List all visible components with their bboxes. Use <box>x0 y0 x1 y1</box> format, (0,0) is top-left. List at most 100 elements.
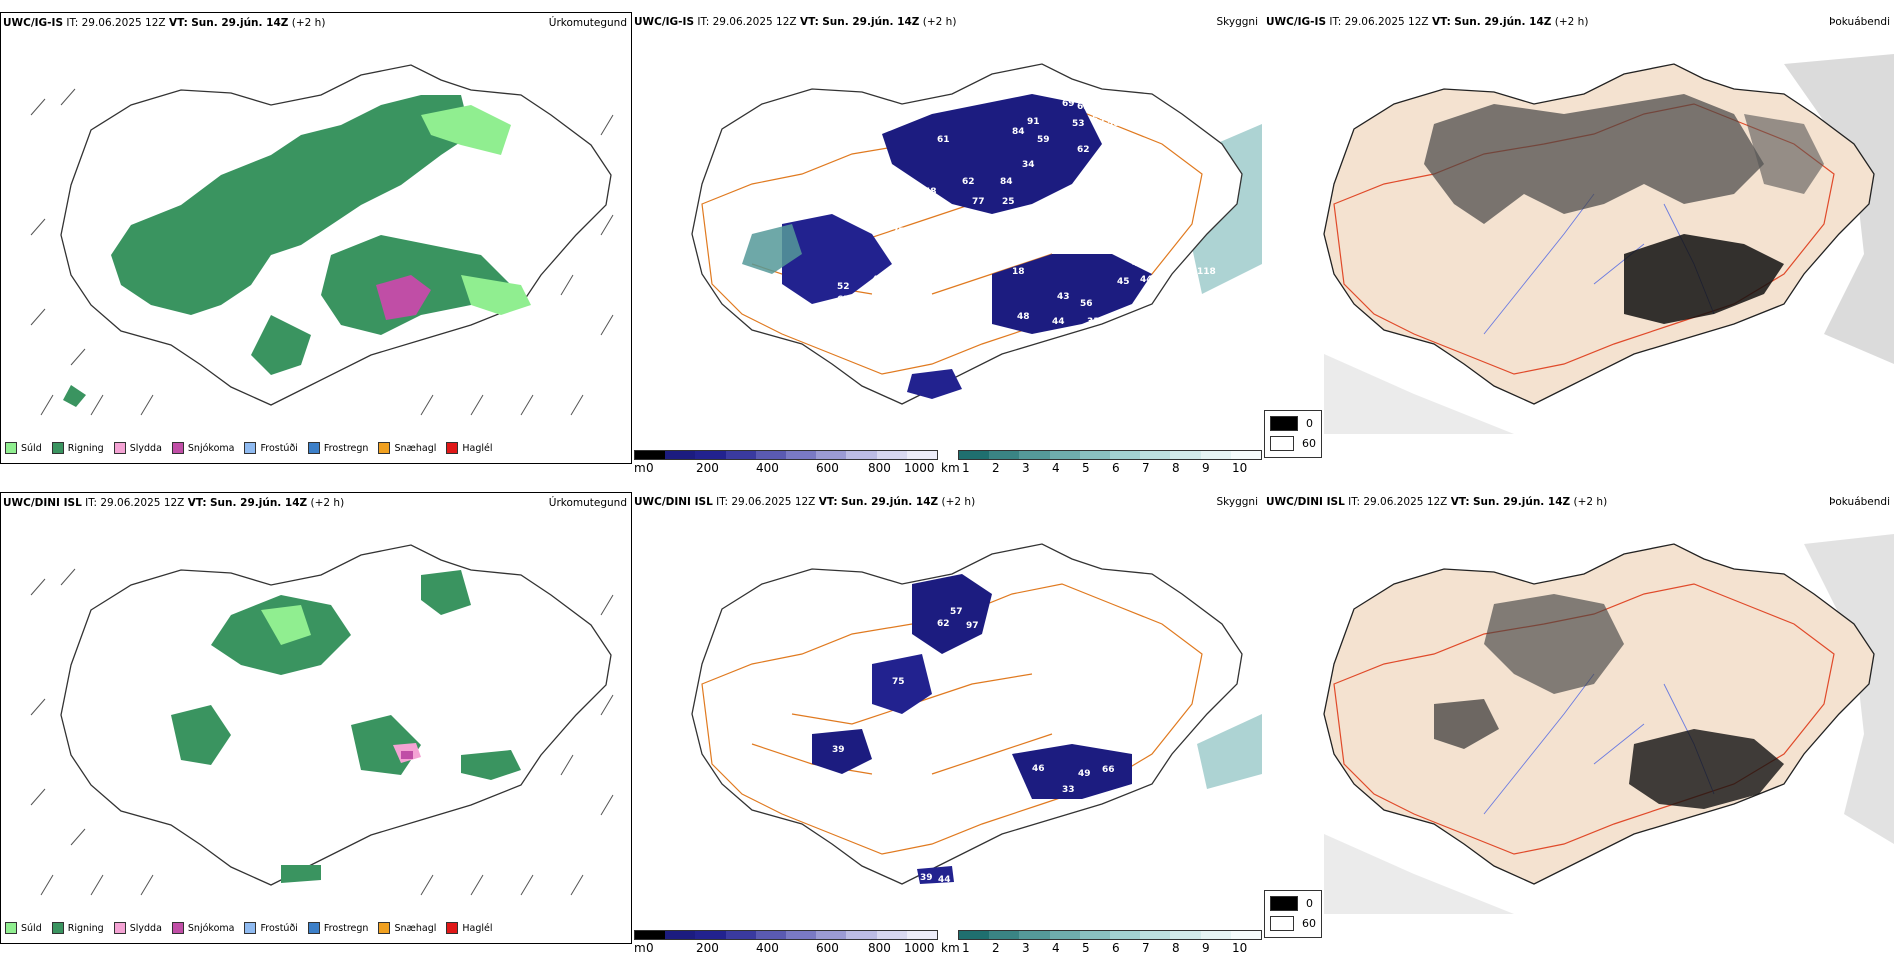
cloud-base-value: 57 <box>950 607 963 617</box>
cloud-base-value: 46 <box>1032 764 1045 774</box>
cloud-base-value: 23 <box>972 232 985 242</box>
cloud-base-value: 112 <box>907 299 926 309</box>
cloud-base-value: 39 <box>942 249 955 259</box>
iceland-outline <box>691 63 1243 405</box>
cbar-tick: 7 <box>1142 461 1150 475</box>
cloud-base-value: 59 <box>1037 135 1050 145</box>
valid-time: Sun. 29.jún. 14Z <box>191 17 289 29</box>
low-cloud-south <box>1012 744 1132 799</box>
iceland-outline <box>60 64 612 406</box>
cloud-base-value: 55 <box>907 717 920 727</box>
swatch <box>446 442 459 454</box>
cbar-tick: 8 <box>1172 461 1180 475</box>
fog-panel-top: UWC/IG-IS IT: 29.06.2025 12Z VT: Sun. 29… <box>1264 12 1894 472</box>
cbar-cell <box>665 931 696 939</box>
swatch <box>378 442 391 454</box>
cloud-base-value: 84 <box>1012 127 1025 137</box>
cbar-unit: km <box>941 461 960 475</box>
cloud-base-value: 75 <box>767 360 780 370</box>
model-name: UWC/DINI ISL <box>634 496 713 508</box>
cloud-base-value: 58 <box>924 187 937 197</box>
sea-visibility-east <box>1197 714 1262 789</box>
colorbars: m 0 200 400 600 800 1000 km 1 2 3 4 5 6 … <box>632 450 1262 476</box>
cloud-map: 69 91 65 53 50 84 53 62 57 59 61 62 64 3… <box>691 63 1262 415</box>
cbar-tick: 3 <box>1022 941 1030 955</box>
cloud-base-value: 48 <box>872 275 885 285</box>
cbar-unit: m <box>634 941 646 955</box>
panel-title: Úrkomutegund <box>548 17 627 29</box>
precip-legend: Súld Rigning Slydda Snjókoma Frostúði Fr… <box>5 919 503 937</box>
legend-item-snjokoma: Snjókoma <box>171 442 234 454</box>
cbar-tick: 10 <box>1232 461 1248 475</box>
rain-patch <box>251 315 311 375</box>
cloud-base-value: 66 <box>1102 765 1115 775</box>
valid-label: VT: <box>187 497 207 509</box>
cbar-cell <box>695 931 726 939</box>
panel-title: Skyggni <box>1216 16 1259 28</box>
cbar-tick: 400 <box>756 461 779 475</box>
fog-west <box>1434 699 1499 749</box>
legend-item-slydda: Slydda <box>113 922 162 934</box>
swatch <box>5 442 17 454</box>
swatch <box>1270 916 1294 931</box>
cloud-base-value: 75 <box>892 677 905 687</box>
low-cloud-sw <box>812 729 872 774</box>
cbar-tick: 200 <box>696 941 719 955</box>
cbar-cell <box>876 451 907 459</box>
swatch <box>113 922 126 934</box>
low-cloud-south-coast <box>907 369 962 399</box>
panel-title: Skyggni <box>1216 496 1259 508</box>
cbar-cell <box>1079 451 1111 459</box>
low-cloud-south-coast <box>917 866 954 884</box>
cbar-cell <box>989 451 1020 459</box>
model-name: UWC/IG-IS <box>3 17 64 29</box>
cbar-cell <box>1140 931 1171 939</box>
legend-item-haglel: Haglél <box>446 922 493 934</box>
model-name: UWC/DINI ISL <box>1266 496 1345 508</box>
fog-legend: 0 60 <box>1264 410 1322 458</box>
cloud-base-value: 95 <box>1017 212 1030 222</box>
swatch <box>378 922 391 934</box>
panel-title: Úrkomutegund <box>548 497 627 509</box>
cloud-base-value: 26 <box>1062 349 1075 359</box>
cbar-cell <box>755 451 787 459</box>
precip-map <box>30 64 614 416</box>
cbar-tick: 3 <box>1022 461 1030 475</box>
visibility-colorbar <box>958 450 1262 460</box>
sea-fog-south <box>1324 834 1514 914</box>
cbar-cell <box>1200 931 1231 939</box>
cloud-base-value: 56 <box>1080 299 1093 309</box>
legend-item-frostudi: Frostúði <box>244 442 298 454</box>
iceland-land <box>1323 543 1875 885</box>
cbar-tick: 1000 <box>904 941 935 955</box>
cloud-base-value: 50 <box>1107 119 1120 129</box>
cloud-base-value: 65 <box>1077 102 1090 112</box>
cbar-cell <box>755 931 787 939</box>
cloud-base-value: 33 <box>1062 785 1075 795</box>
panel-title: Þokuábendi <box>1829 496 1890 508</box>
cbar-cell <box>1049 451 1080 459</box>
valid-label: VT: <box>1431 16 1451 28</box>
precip-legend: Súld Rigning Slydda Snjókoma Frostúði Fr… <box>5 439 503 457</box>
cloud-base-value: 33 <box>1087 317 1100 327</box>
lead-time: (+2 h) <box>1554 16 1589 28</box>
precip-panel-bottom: UWC/DINI ISL IT: 29.06.2025 12Z VT: Sun.… <box>0 492 632 944</box>
fog-panel-bottom: UWC/DINI ISL IT: 29.06.2025 12Z VT: Sun.… <box>1264 492 1894 952</box>
cbar-cell <box>635 931 666 939</box>
cbar-cell <box>635 451 666 459</box>
cloud-base-value: 53 <box>1092 115 1105 125</box>
rain-area-ne <box>421 570 471 615</box>
cloud-base-value: 36 <box>934 405 947 415</box>
sea-fog-south <box>1324 354 1514 434</box>
cbar-cell <box>725 931 756 939</box>
legend-item-rigning: Rigning <box>51 922 104 934</box>
vis-patch-teal <box>742 224 802 274</box>
cloud-base-colorbar <box>634 450 938 460</box>
cloud-base-colorbar <box>634 930 938 940</box>
fog-north <box>1424 94 1764 224</box>
cbar-cell <box>786 451 817 459</box>
sea-fog-east <box>1784 54 1894 364</box>
legend-item-snaehagl: Snæhagl <box>378 922 436 934</box>
cloud-panel-top: UWC/IG-IS IT: 29.06.2025 12Z VT: Sun. 29… <box>632 12 1262 475</box>
cbar-tick: 600 <box>816 461 839 475</box>
